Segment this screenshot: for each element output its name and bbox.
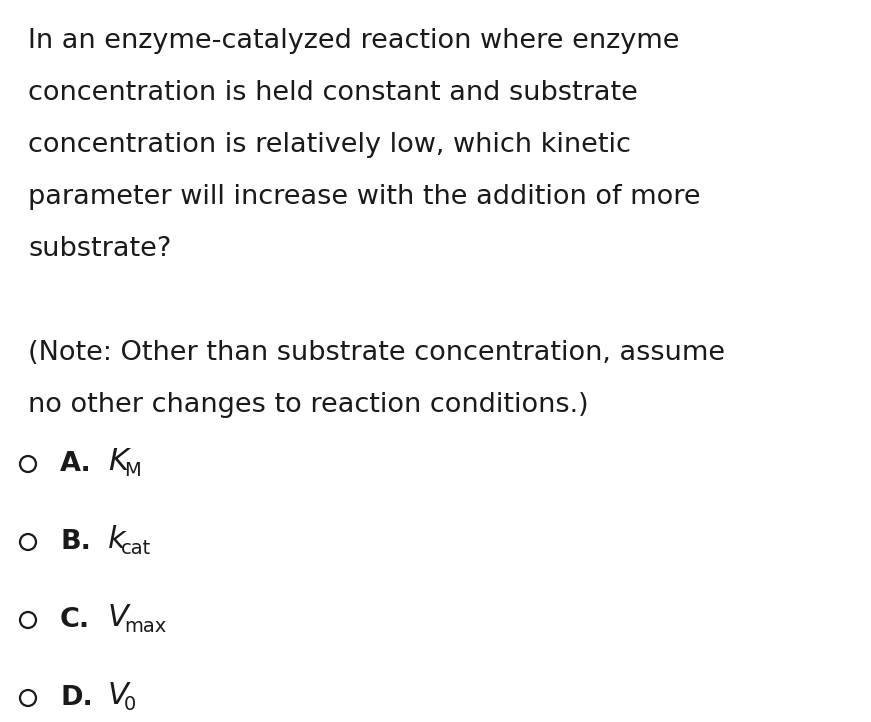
Text: substrate?: substrate? [28, 236, 172, 262]
Text: concentration is relatively low, which kinetic: concentration is relatively low, which k… [28, 132, 631, 158]
Text: 0: 0 [124, 695, 136, 713]
Text: k: k [108, 526, 125, 554]
Text: cat: cat [121, 539, 152, 557]
Text: D.: D. [60, 685, 92, 711]
Text: C.: C. [60, 607, 90, 633]
Text: M: M [124, 461, 141, 479]
Text: A.: A. [60, 451, 91, 477]
Text: (Note: Other than substrate concentration, assume: (Note: Other than substrate concentratio… [28, 340, 726, 366]
Text: V: V [108, 604, 129, 632]
Text: K: K [108, 448, 128, 477]
Text: parameter will increase with the addition of more: parameter will increase with the additio… [28, 184, 700, 210]
Text: concentration is held constant and substrate: concentration is held constant and subst… [28, 80, 638, 106]
Text: no other changes to reaction conditions.): no other changes to reaction conditions.… [28, 392, 589, 418]
Text: In an enzyme-catalyzed reaction where enzyme: In an enzyme-catalyzed reaction where en… [28, 28, 679, 54]
Text: max: max [124, 617, 166, 635]
Text: B.: B. [60, 529, 91, 555]
Text: V: V [108, 682, 129, 710]
